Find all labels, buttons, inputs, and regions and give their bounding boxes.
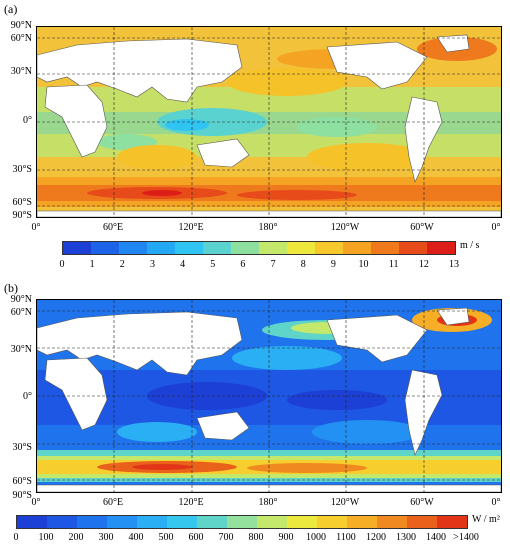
- colorbar-cell: [377, 516, 407, 528]
- colorbar-tick-label: 0: [13, 532, 19, 543]
- colorbar-tick-label: 11: [388, 259, 399, 270]
- lon-label: 0°: [31, 497, 41, 508]
- lon-label: 120°E: [178, 222, 204, 233]
- colorbar-cell: [147, 242, 175, 254]
- colorbar-tick-label: 8: [300, 259, 306, 270]
- colorbar-cell: [91, 242, 119, 254]
- colorbar-cell: [119, 242, 147, 254]
- colorbar-cell: [257, 516, 287, 528]
- colorbar-tick-label: 10: [358, 259, 369, 270]
- colorbar-cell: [17, 516, 47, 528]
- lat-label: 60°S: [12, 476, 32, 487]
- colorbar-tick-label: 2: [119, 259, 125, 270]
- lat-label: 30°N: [10, 344, 32, 355]
- lon-label: 120°W: [330, 222, 360, 233]
- colorbar-unit: W / m²: [472, 514, 500, 525]
- lon-label: 60°E: [102, 222, 124, 233]
- colorbar-cell: [437, 516, 467, 528]
- lat-label: 60°N: [10, 307, 32, 318]
- colorbar-tick-label: 1: [89, 259, 95, 270]
- colorbar-cell: [137, 516, 167, 528]
- colorbar-tick-label: 9: [330, 259, 336, 270]
- colorbar-tick-label: 3: [149, 259, 155, 270]
- lon-label: 120°E: [178, 497, 204, 508]
- colorbar-tick-label: 300: [98, 532, 114, 543]
- colorbar-cell: [315, 242, 343, 254]
- colorbar-cell: [77, 516, 107, 528]
- colorbar-cell: [347, 516, 377, 528]
- colorbar-cell: [227, 516, 257, 528]
- lat-label: 90°S: [12, 210, 32, 221]
- lat-label: 90°N: [10, 20, 32, 31]
- lon-label: 120°W: [330, 497, 360, 508]
- lat-label: 60°N: [10, 33, 32, 44]
- colorbar-cell: [63, 242, 91, 254]
- colorbar-cell: [175, 242, 203, 254]
- colorbar-cell: [343, 242, 371, 254]
- colorbar-tick-label: 5: [210, 259, 216, 270]
- lon-label: 180°: [258, 222, 278, 233]
- colorbar-cell: [197, 516, 227, 528]
- lat-label: 30°S: [12, 164, 32, 175]
- colorbar-cell: [317, 516, 347, 528]
- lat-label: 90°N: [10, 294, 32, 305]
- lon-label: 0°: [491, 222, 501, 233]
- colorbar-cell: [287, 242, 315, 254]
- lat-label: 90°S: [12, 490, 32, 501]
- colorbar-tick-label: 200: [68, 532, 84, 543]
- colorbar-tick-label: 1300: [396, 532, 416, 543]
- lon-label: 60°W: [410, 497, 434, 508]
- colorbar-cell: [203, 242, 231, 254]
- colorbar-tick-label: 800: [248, 532, 264, 543]
- panel-label: (b): [4, 281, 18, 295]
- colorbar-tick-label: 6: [240, 259, 246, 270]
- colorbar-tick-label: 4: [180, 259, 186, 270]
- colorbar-a: [62, 241, 456, 255]
- wind-speed-map: [36, 26, 502, 218]
- colorbar-cell: [167, 516, 197, 528]
- colorbar-cell: [399, 242, 427, 254]
- lon-label: 60°W: [410, 222, 434, 233]
- colorbar-cell: [287, 516, 317, 528]
- colorbar-tick-label: 900: [278, 532, 294, 543]
- colorbar-cell: [107, 516, 137, 528]
- colorbar-tick-label: 500: [158, 532, 174, 543]
- colorbar-tick-label: >1400: [453, 532, 479, 543]
- colorbar-cell: [47, 516, 77, 528]
- panel-a-wind-speed-map: (a) 90°N 60°N 30°N 0° 30°S 60°S 90°S: [4, 2, 502, 270]
- colorbar-tick-label: 13: [449, 259, 459, 270]
- colorbar-cell: [427, 242, 455, 254]
- colorbar-cell: [231, 242, 259, 254]
- lat-label: 60°S: [12, 197, 32, 208]
- colorbar-tick-label: 100: [38, 532, 54, 543]
- colorbar-cell: [259, 242, 287, 254]
- lon-label: 0°: [31, 222, 41, 233]
- colorbar-cell: [371, 242, 399, 254]
- colorbar-tick-label: 700: [218, 532, 234, 543]
- lon-label: 180°: [258, 497, 278, 508]
- lon-label: 60°E: [102, 497, 124, 508]
- colorbar-unit: m / s: [460, 240, 480, 251]
- colorbar-tick-label: 600: [188, 532, 204, 543]
- colorbar-tick-label: 7: [270, 259, 276, 270]
- colorbar-tick-label: 400: [128, 532, 144, 543]
- lat-label: 30°S: [12, 442, 32, 453]
- wind-power-density-map: [36, 299, 502, 493]
- colorbar-tick-label: 1100: [336, 532, 356, 543]
- lat-label: 30°N: [10, 66, 32, 77]
- colorbar-tick-label: 1000: [306, 532, 326, 543]
- colorbar-tick-label: 0: [59, 259, 65, 270]
- lon-label: 0°: [491, 497, 501, 508]
- panel-label: (a): [4, 2, 18, 16]
- lat-label: 0°: [23, 391, 32, 402]
- lat-label: 0°: [23, 115, 32, 126]
- colorbar-cell: [407, 516, 437, 528]
- colorbar-tick-label: 1400: [426, 532, 446, 543]
- colorbar-tick-label: 12: [418, 259, 429, 270]
- panel-b-power-density-map: (b) 90°N 60°N 30°N 0° 30°S 60°S 90°S: [0, 277, 510, 550]
- colorbar-tick-label: 1200: [366, 532, 386, 543]
- colorbar-b: [16, 515, 468, 529]
